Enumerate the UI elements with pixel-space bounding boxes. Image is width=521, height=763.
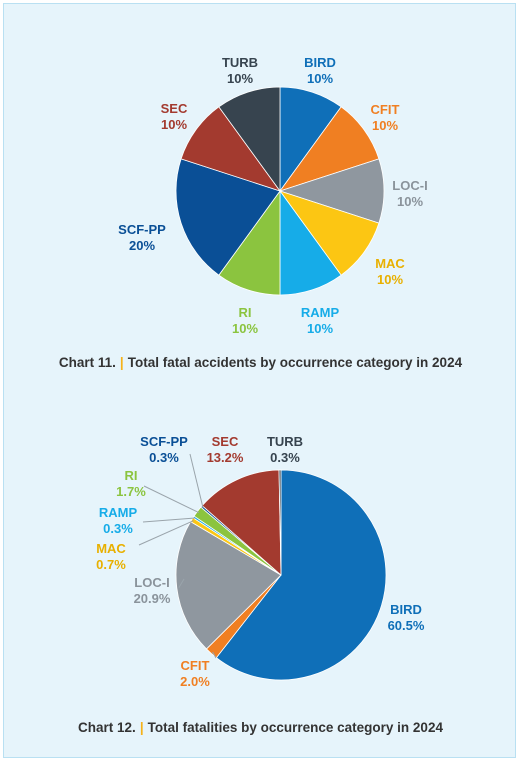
slice-label-cfit: CFIT bbox=[181, 658, 210, 673]
slice-value-scf-pp: 20% bbox=[129, 238, 155, 253]
slice-value-ramp: 0.3% bbox=[103, 521, 133, 536]
slice-value-turb: 0.3% bbox=[270, 450, 300, 465]
pie-slice-loc-i bbox=[175, 521, 282, 650]
pie-slice-scf-pp bbox=[175, 158, 281, 276]
slice-value-ri: 1.7% bbox=[116, 484, 146, 499]
slice-label-turb: TURB bbox=[222, 55, 258, 70]
slice-label-loc-i: LOC-I bbox=[134, 575, 169, 590]
slice-label-turb: TURB bbox=[267, 434, 303, 449]
slice-label-scf-pp: SCF-PP bbox=[118, 222, 166, 237]
pie-slice-turb bbox=[278, 469, 282, 576]
slice-label-cfit: CFIT bbox=[371, 102, 400, 117]
chart-11-caption: Chart 11. | Total fatal accidents by occur… bbox=[4, 355, 517, 370]
slice-label-loc-i: LOC-I bbox=[392, 178, 427, 193]
slice-value-bird: 60.5% bbox=[388, 618, 425, 633]
slice-label-sec: SEC bbox=[161, 101, 188, 116]
slice-label-ri: RI bbox=[125, 468, 138, 483]
slice-value-cfit: 2.0% bbox=[180, 674, 210, 689]
leader-line-mac bbox=[138, 520, 194, 546]
slice-label-sec: SEC bbox=[212, 434, 239, 449]
caption-divider: | bbox=[119, 355, 124, 370]
chart-12-caption-prefix: Chart 12. bbox=[78, 720, 136, 735]
leader-line-ri bbox=[143, 485, 200, 514]
pie-slice-turb bbox=[218, 86, 281, 193]
pie-slice-bird bbox=[215, 469, 387, 681]
chart-11-caption-text: Total fatal accidents by occurrence cate… bbox=[127, 355, 463, 370]
leader-line-scf-pp bbox=[189, 453, 204, 508]
slice-value-turb: 10% bbox=[227, 71, 253, 86]
leader-line-cfit bbox=[212, 651, 217, 659]
slice-value-mac: 0.7% bbox=[96, 557, 126, 572]
slice-value-loc-i: 20.9% bbox=[134, 591, 171, 606]
chart-panel: BIRD 10% CFIT 10% LOC-I 10% MAC 10% RAMP 10% RI 10%… bbox=[3, 3, 516, 758]
pie-chart-fatalities: BIRD60.5%CFIT2.0%LOC-I20.9%MAC0.7%RAMP0.… bbox=[96, 434, 425, 689]
chart-12-caption: Chart 12. | Total fatalities by occurrence… bbox=[4, 720, 517, 735]
slice-label-mac: MAC bbox=[375, 256, 405, 271]
slice-value-scf-pp: 0.3% bbox=[149, 450, 179, 465]
slice-value-loc-i: 10% bbox=[397, 194, 423, 209]
slice-value-mac: 10% bbox=[377, 272, 403, 287]
slice-value-sec: 13.2% bbox=[207, 450, 244, 465]
pie-slice-sec bbox=[201, 469, 282, 576]
slice-value-ri: 10% bbox=[232, 321, 258, 336]
caption-divider: | bbox=[139, 720, 144, 735]
chart-12-caption-text: Total fatalities by occurrence category … bbox=[147, 720, 443, 735]
slice-value-sec: 10% bbox=[161, 117, 187, 132]
slice-label-mac: MAC bbox=[96, 541, 126, 556]
chart-11-caption-prefix: Chart 11. bbox=[58, 355, 116, 370]
leader-line-ramp bbox=[142, 517, 196, 523]
slice-label-ramp: RAMP bbox=[301, 305, 340, 320]
pie-chart-fatal-accidents: BIRD10%CFIT10%LOC-I10%MAC10%RAMP10%RI10%… bbox=[118, 55, 428, 336]
slice-value-cfit: 10% bbox=[372, 118, 398, 133]
slice-label-bird: BIRD bbox=[390, 602, 422, 617]
slice-label-scf-pp: SCF-PP bbox=[140, 434, 188, 449]
leader-line-loc-i bbox=[178, 578, 185, 589]
slice-label-ri: RI bbox=[239, 305, 252, 320]
slice-value-ramp: 10% bbox=[307, 321, 333, 336]
slice-label-bird: BIRD bbox=[304, 55, 336, 70]
slice-label-ramp: RAMP bbox=[99, 505, 138, 520]
slice-value-bird: 10% bbox=[307, 71, 333, 86]
